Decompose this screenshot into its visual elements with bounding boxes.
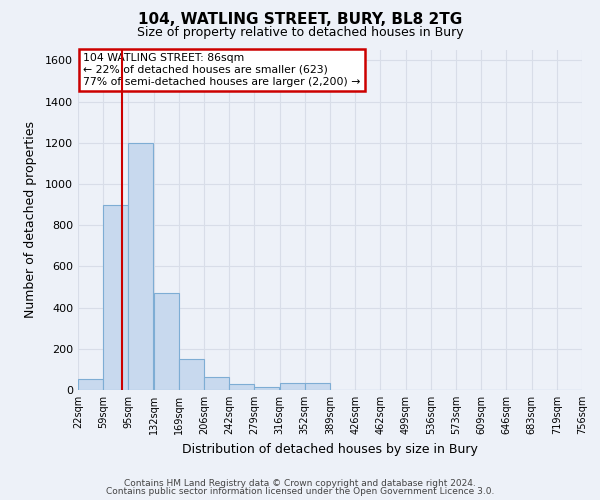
Text: Contains HM Land Registry data © Crown copyright and database right 2024.: Contains HM Land Registry data © Crown c… bbox=[124, 478, 476, 488]
Text: 104, WATLING STREET, BURY, BL8 2TG: 104, WATLING STREET, BURY, BL8 2TG bbox=[138, 12, 462, 28]
Bar bbox=[78, 378, 103, 390]
Bar bbox=[229, 384, 254, 390]
Text: 104 WATLING STREET: 86sqm
← 22% of detached houses are smaller (623)
77% of semi: 104 WATLING STREET: 86sqm ← 22% of detac… bbox=[83, 54, 361, 86]
Bar bbox=[305, 383, 330, 390]
Text: Contains public sector information licensed under the Open Government Licence 3.: Contains public sector information licen… bbox=[106, 487, 494, 496]
Bar bbox=[154, 293, 179, 390]
Bar bbox=[280, 383, 305, 390]
X-axis label: Distribution of detached houses by size in Bury: Distribution of detached houses by size … bbox=[182, 442, 478, 456]
Bar bbox=[103, 204, 128, 390]
Bar bbox=[254, 387, 280, 390]
Y-axis label: Number of detached properties: Number of detached properties bbox=[23, 122, 37, 318]
Bar bbox=[128, 142, 154, 390]
Bar bbox=[204, 376, 229, 390]
Bar bbox=[179, 359, 204, 390]
Text: Size of property relative to detached houses in Bury: Size of property relative to detached ho… bbox=[137, 26, 463, 39]
